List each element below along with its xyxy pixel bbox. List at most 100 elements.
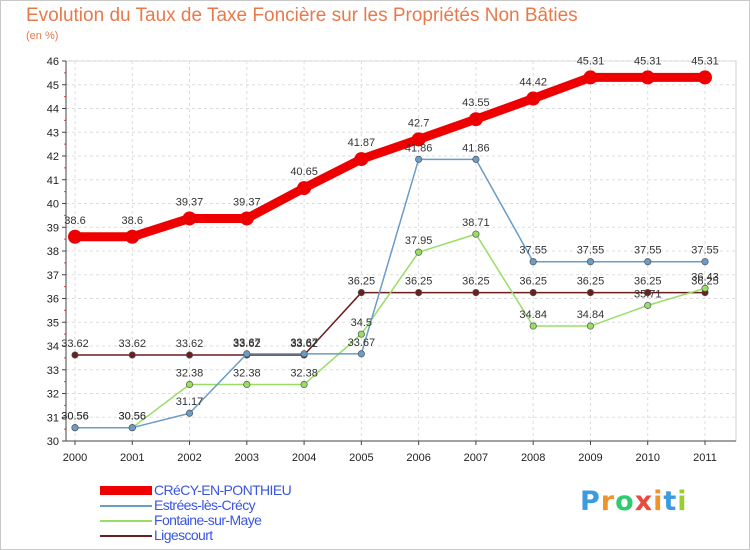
- data-point-cr-cy-en-ponthieu: [182, 211, 197, 226]
- data-point-ligescourt: [472, 289, 480, 297]
- brand-letter: i: [677, 486, 688, 517]
- y-tick-label: 38: [47, 246, 59, 258]
- data-point-fontaine-sur-maye: [701, 284, 709, 292]
- data-label-ligescourt: 33.62: [61, 338, 89, 350]
- data-label-ligescourt: 36.25: [519, 276, 547, 288]
- axes: 30 31 32 33 34 35 36 37 38 39 40 41 42 43 44 45 46 2000 20…: [47, 56, 736, 464]
- legend-label: Fontaine-sur-Maye: [154, 512, 262, 528]
- chart-title: Evolution du Taux de Taxe Foncière sur l…: [26, 5, 578, 26]
- data-point-ligescourt: [529, 289, 537, 297]
- series-line-cr-cy-en-ponthieu: [75, 72, 705, 242]
- data-point-ligescourt: [185, 351, 194, 359]
- x-tick-label: 2008: [521, 452, 545, 464]
- data-label-estr-es-l-s-cr-cy: 30.56: [119, 411, 147, 423]
- data-point-cr-cy-en-ponthieu: [125, 229, 140, 244]
- data-label-ligescourt: 33.62: [233, 338, 261, 350]
- legend-swatch-fontaine: [100, 520, 152, 522]
- brand-letter: r: [600, 486, 616, 517]
- x-tick-label: 2007: [464, 452, 488, 464]
- gridlines: [65, 60, 737, 442]
- data-label-fontaine-sur-maye: 34.84: [519, 309, 547, 321]
- data-label-ligescourt: 33.62: [290, 338, 318, 350]
- x-tick-label: 2006: [406, 452, 430, 464]
- data-label-ligescourt: 36.25: [634, 276, 662, 288]
- legend-label: Estrées-lès-Crécy: [154, 497, 256, 513]
- data-label-ligescourt: 36.25: [405, 276, 433, 288]
- y-tick-label: 42: [47, 151, 59, 163]
- brand-letter: x: [634, 486, 654, 517]
- y-tick-label: 34: [47, 341, 59, 353]
- data-point-cr-cy-en-ponthieu: [297, 181, 312, 196]
- data-point-fontaine-sur-maye: [243, 380, 251, 389]
- x-tick-label: 2004: [292, 452, 316, 464]
- data-point-cr-cy-en-ponthieu: [468, 112, 483, 127]
- data-point-cr-cy-en-ponthieu: [583, 70, 598, 85]
- data-point-estr-es-l-s-cr-cy: [415, 155, 423, 163]
- data-label-cr-cy-en-ponthieu: 39.37: [233, 196, 261, 208]
- data-point-cr-cy-en-ponthieu: [526, 91, 541, 106]
- data-point-cr-cy-en-ponthieu: [698, 70, 712, 85]
- x-tick-label: 2005: [349, 452, 373, 464]
- y-tick-label: 30: [47, 436, 59, 448]
- series-line-estr-es-l-s-cr-cy: [75, 158, 705, 429]
- y-tick-label: 40: [47, 199, 59, 211]
- legend-swatch-ligescourt: [100, 535, 152, 537]
- data-label-fontaine-sur-maye: 34.5: [351, 317, 372, 329]
- data-label-cr-cy-en-ponthieu: 45.31: [691, 55, 719, 67]
- y-tick-label: 43: [47, 127, 59, 139]
- x-tick-label: 2010: [635, 452, 659, 464]
- brand-letter: t: [663, 486, 678, 517]
- data-label-fontaine-sur-maye: 35.71: [634, 288, 662, 300]
- data-label-estr-es-l-s-cr-cy: 41.86: [405, 142, 433, 154]
- data-label-fontaine-sur-maye: 32.38: [176, 367, 204, 379]
- brand-letter: P: [580, 486, 601, 517]
- data-label-estr-es-l-s-cr-cy: 37.55: [519, 245, 547, 257]
- data-label-cr-cy-en-ponthieu: 42.7: [408, 117, 429, 129]
- data-point-cr-cy-en-ponthieu: [68, 229, 82, 244]
- data-label-cr-cy-en-ponthieu: 45.31: [634, 55, 662, 67]
- series-lines: [68, 70, 712, 432]
- data-point-estr-es-l-s-cr-cy: [243, 350, 251, 358]
- data-label-ligescourt: 33.62: [176, 338, 204, 350]
- y-tick-label: 35: [47, 317, 59, 329]
- data-labels: 33.62 33.62 33.62 33.62 33.62 36.25 36.25 36.25…: [61, 55, 719, 422]
- data-point-estr-es-l-s-cr-cy: [300, 350, 308, 358]
- data-point-estr-es-l-s-cr-cy: [644, 258, 652, 266]
- y-tick-label: 45: [47, 80, 59, 92]
- data-label-fontaine-sur-maye: 38.71: [462, 217, 490, 229]
- data-label-fontaine-sur-maye: 34.84: [577, 309, 605, 321]
- y-tick-label: 33: [47, 365, 59, 377]
- data-label-cr-cy-en-ponthieu: 39.37: [176, 196, 204, 208]
- data-label-fontaine-sur-maye: 36.43: [691, 271, 719, 283]
- data-point-fontaine-sur-maye: [586, 322, 595, 330]
- data-label-fontaine-sur-maye: 30.56: [119, 411, 147, 423]
- data-label-fontaine-sur-maye: 37.95: [405, 235, 433, 247]
- data-label-estr-es-l-s-cr-cy: 37.55: [634, 245, 662, 257]
- data-label-fontaine-sur-maye: 32.38: [233, 367, 261, 379]
- data-point-ligescourt: [128, 351, 136, 359]
- data-point-estr-es-l-s-cr-cy: [701, 258, 709, 266]
- y-tick-label: 32: [47, 389, 59, 401]
- y-tick-label: 37: [47, 270, 59, 282]
- data-point-fontaine-sur-maye: [529, 322, 537, 330]
- x-tick-label: 2009: [578, 452, 602, 464]
- data-point-estr-es-l-s-cr-cy: [185, 409, 194, 417]
- data-point-estr-es-l-s-cr-cy: [357, 350, 365, 358]
- data-point-fontaine-sur-maye: [472, 230, 480, 238]
- data-label-ligescourt: 36.25: [348, 276, 376, 288]
- y-tick-label: 46: [47, 56, 59, 68]
- data-label-cr-cy-en-ponthieu: 43.55: [462, 97, 490, 109]
- legend-label: CRéCY-EN-PONTHIEU: [154, 482, 292, 498]
- data-label-cr-cy-en-ponthieu: 38.6: [64, 215, 85, 227]
- data-point-ligescourt: [415, 289, 423, 297]
- y-tick-label: 36: [47, 294, 59, 306]
- data-label-fontaine-sur-maye: 30.56: [61, 411, 89, 423]
- data-point-fontaine-sur-maye: [644, 301, 652, 309]
- chart-subtitle: (en %): [26, 30, 59, 42]
- data-point-cr-cy-en-ponthieu: [354, 152, 369, 167]
- data-label-estr-es-l-s-cr-cy: 33.67: [290, 337, 318, 349]
- data-point-ligescourt: [71, 351, 79, 359]
- data-label-ligescourt: 36.25: [577, 276, 605, 288]
- data-label-cr-cy-en-ponthieu: 40.65: [290, 166, 318, 178]
- data-point-cr-cy-en-ponthieu: [411, 132, 426, 147]
